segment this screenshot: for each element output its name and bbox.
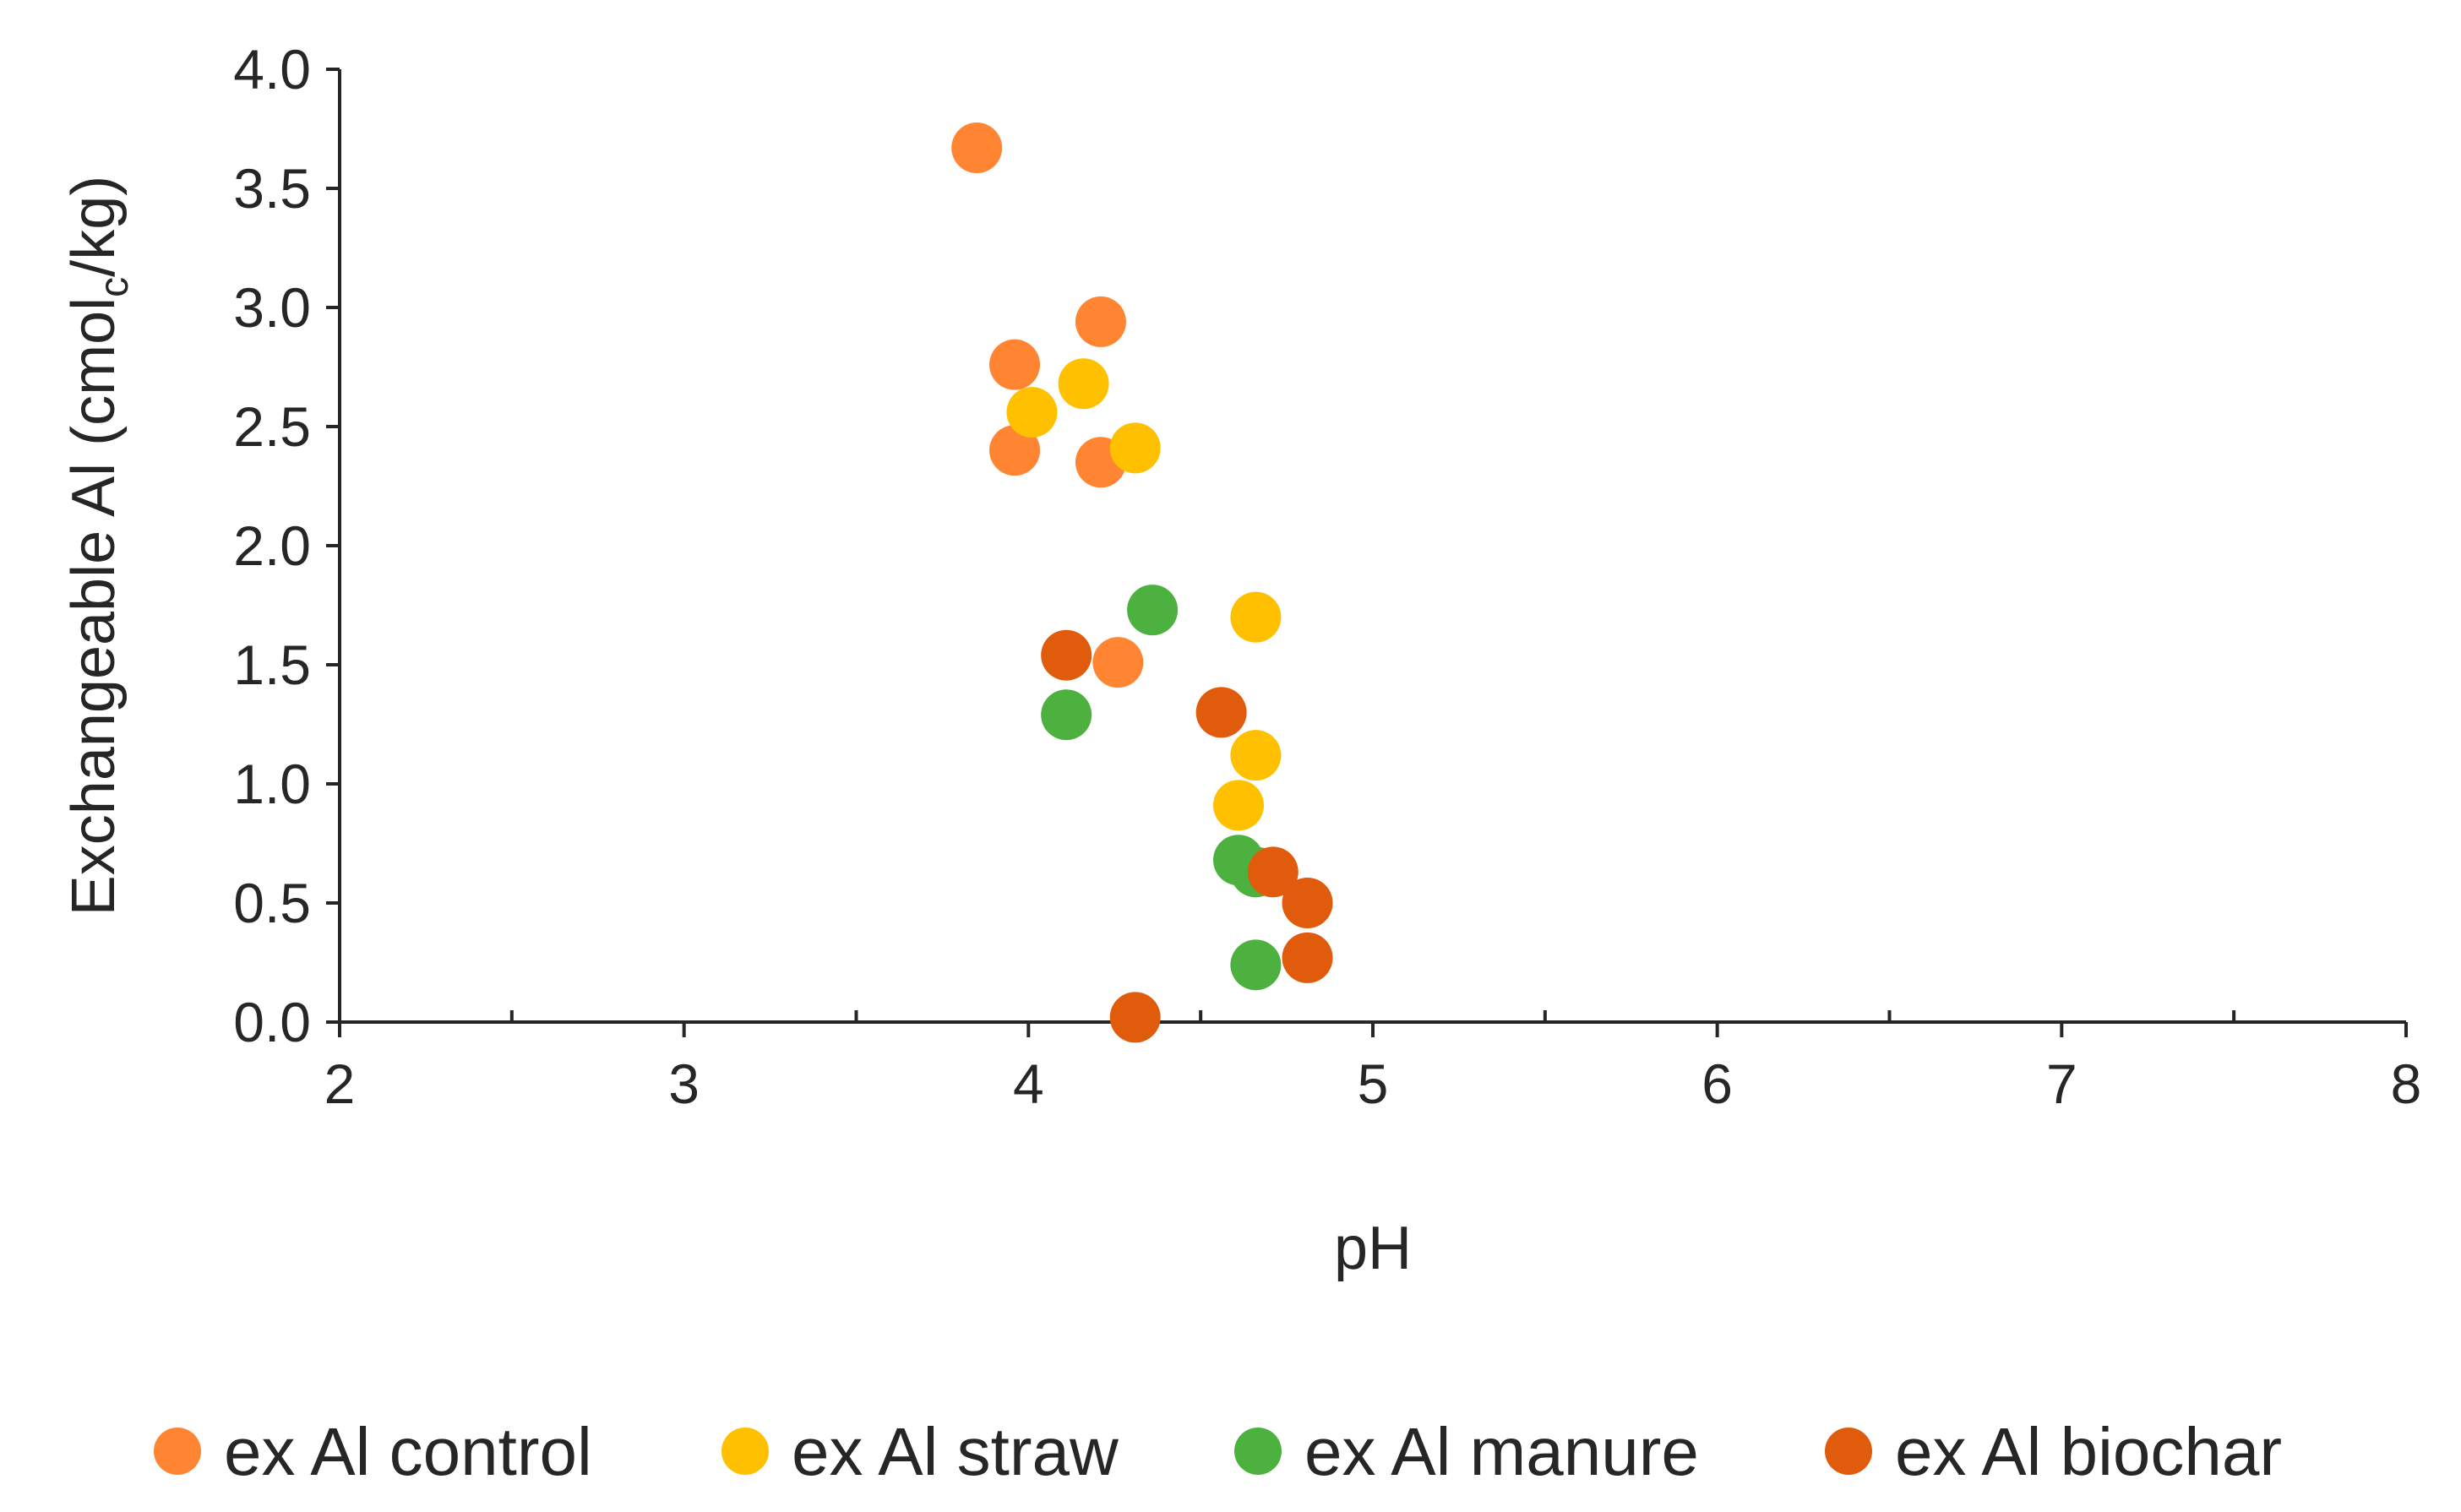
y-axis-title-main: Exchangeable Al (cmol — [60, 297, 128, 916]
point-ex-al-biochar — [1109, 992, 1161, 1043]
y-axis-title-suffix: /kg) — [60, 176, 128, 277]
point-ex-al-control — [1075, 296, 1126, 347]
point-ex-al-control — [951, 122, 1003, 174]
legend-item-ex-al-control: ex Al control — [154, 1414, 592, 1489]
legend-marker-ex-al-straw — [721, 1428, 769, 1475]
y-tick-label: 1.5 — [233, 634, 311, 696]
y-tick-label: 3.0 — [233, 276, 311, 339]
data-points — [951, 122, 1333, 1043]
y-tick-label: 2.0 — [233, 514, 311, 577]
point-ex-al-straw — [1213, 780, 1265, 831]
point-ex-al-control — [989, 339, 1041, 390]
legend-item-ex-al-straw: ex Al straw — [721, 1414, 1119, 1489]
legend-marker-ex-al-manure — [1234, 1428, 1282, 1475]
x-tick-label: 6 — [1701, 1052, 1733, 1115]
point-ex-al-straw — [1230, 591, 1282, 643]
point-ex-al-biochar — [1282, 932, 1333, 983]
point-ex-al-biochar — [1041, 629, 1092, 681]
x-tick-label: 2 — [324, 1052, 356, 1115]
plot-axes — [338, 69, 2406, 1024]
y-tick-label: 1.0 — [233, 753, 311, 815]
legend-item-ex-al-manure: ex Al manure — [1234, 1414, 1699, 1489]
point-ex-al-straw — [1058, 358, 1109, 410]
y-tick-label: 0.5 — [233, 872, 311, 934]
x-axis-title: pH — [1334, 1215, 1412, 1282]
point-ex-al-control — [989, 425, 1041, 476]
y-tick-label: 0.0 — [233, 991, 311, 1053]
y-tick-label: 4.0 — [233, 38, 311, 101]
point-ex-al-manure — [1127, 585, 1179, 636]
x-tick-label: 8 — [2391, 1052, 2422, 1115]
point-ex-al-biochar — [1195, 687, 1247, 738]
x-tick-label: 5 — [1358, 1052, 1389, 1115]
point-ex-al-biochar — [1282, 878, 1333, 928]
y-tick-label: 3.5 — [233, 157, 311, 220]
legend-marker-ex-al-biochar — [1825, 1428, 1872, 1475]
point-ex-al-biochar — [1247, 846, 1299, 898]
x-tick-label: 4 — [1013, 1052, 1044, 1115]
point-ex-al-control — [1092, 637, 1144, 688]
point-ex-al-straw — [1109, 422, 1161, 474]
point-ex-al-straw — [1006, 387, 1058, 438]
y-tick-label: 2.5 — [233, 395, 311, 458]
axis-ticks: 0.0 0.5 1.0 1.5 2.0 2.5 3.0 3.5 4.0 2 3 4 5 6 7 8 — [233, 38, 2421, 1115]
x-tick-label: 3 — [668, 1052, 700, 1115]
chart-legend: ex Al control ex Al straw ex Al manure ex A… — [154, 1414, 2282, 1489]
y-axis-title: Exchangeable Al (cmolc/kg) — [60, 176, 137, 916]
legend-label-ex-al-manure: ex Al manure — [1304, 1414, 1699, 1489]
legend-label-ex-al-biochar: ex Al biochar — [1895, 1414, 2282, 1489]
legend-marker-ex-al-control — [154, 1428, 201, 1475]
legend-label-ex-al-control: ex Al control — [224, 1414, 592, 1489]
point-ex-al-straw — [1230, 730, 1282, 781]
y-axis-title-subscript: c — [92, 277, 137, 297]
legend-item-ex-al-biochar: ex Al biochar — [1825, 1414, 2282, 1489]
x-tick-label: 7 — [2046, 1052, 2077, 1115]
legend-label-ex-al-straw: ex Al straw — [792, 1414, 1119, 1489]
point-ex-al-manure — [1230, 939, 1282, 991]
point-ex-al-manure — [1041, 689, 1092, 741]
